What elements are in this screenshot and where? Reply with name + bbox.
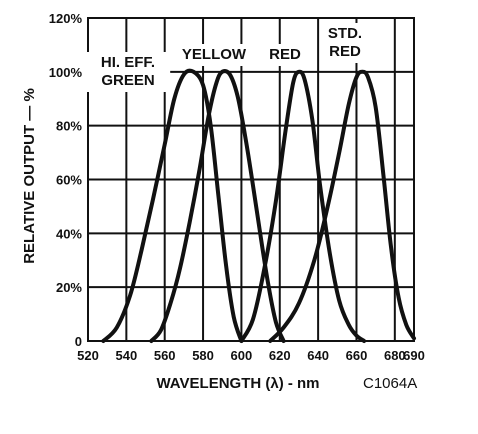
- series-label-hi-eff-green: HI. EFF.: [101, 54, 155, 71]
- x-axis-title: WAVELENGTH (λ) - nm: [156, 375, 319, 392]
- x-tick-label: 540: [116, 348, 138, 363]
- series-line-yellow: [149, 69, 286, 343]
- series-label-bg: [267, 44, 303, 66]
- series-label-std-red: STD.: [328, 25, 362, 42]
- series-label-bg: [181, 44, 247, 66]
- series-curves: [101, 68, 416, 343]
- y-tick-label: 0: [75, 334, 82, 349]
- y-tick-label: 60%: [56, 173, 82, 188]
- x-tick-label: 520: [77, 348, 99, 363]
- series-label-bg: [322, 23, 368, 63]
- series-label-hi-eff-green: GREEN: [101, 72, 154, 89]
- x-tick-label: 690: [403, 348, 425, 363]
- x-tick-label: 600: [231, 348, 253, 363]
- y-tick-label: 120%: [49, 11, 83, 26]
- series-label-yellow: YELLOW: [182, 46, 247, 63]
- x-tick-label: 580: [192, 348, 214, 363]
- y-tick-label: 80%: [56, 119, 82, 134]
- y-axis-title: RELATIVE OUTPUT — %: [21, 88, 38, 264]
- series-label-bg: [85, 52, 171, 92]
- x-tick-label: 620: [269, 348, 291, 363]
- x-tick-label: 560: [154, 348, 176, 363]
- x-tick-label: 640: [307, 348, 329, 363]
- series-line-hi-eff-green: [101, 68, 244, 343]
- series-label-red: RED: [269, 46, 301, 63]
- y-tick-label: 40%: [56, 226, 82, 241]
- x-tick-label: 680: [384, 348, 406, 363]
- figure-code: C1064A: [363, 375, 417, 392]
- x-tick-label: 660: [346, 348, 368, 363]
- series-line-red: [239, 69, 367, 343]
- series-line-std-red: [268, 69, 416, 343]
- series-label-std-red: RED: [329, 43, 361, 60]
- y-tick-label: 100%: [49, 65, 83, 80]
- y-tick-label: 20%: [56, 280, 82, 295]
